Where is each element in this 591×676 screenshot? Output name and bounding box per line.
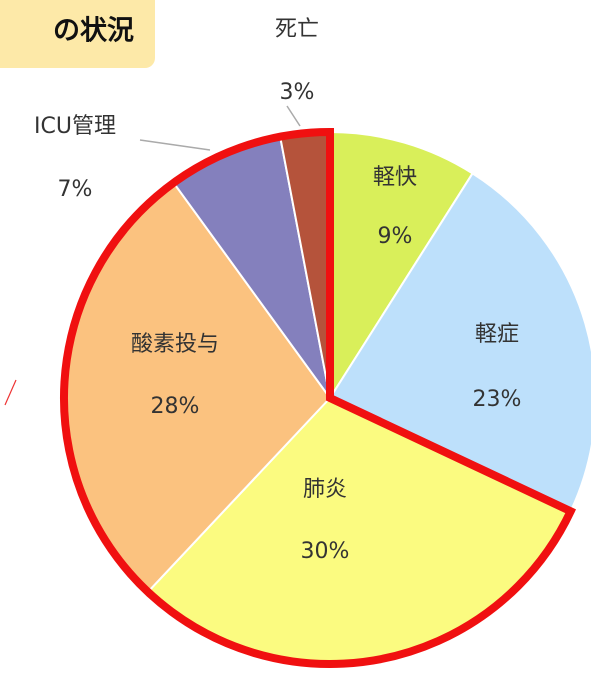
category-label: 軽快 (373, 165, 417, 190)
category-label: 肺炎 (303, 477, 347, 502)
slice (329, 130, 474, 402)
chart-title: の状況 (53, 16, 134, 47)
leader-line (286, 105, 301, 127)
value-label: 7% (58, 177, 93, 202)
pointer-line (4, 379, 17, 406)
value-label: 23% (473, 387, 522, 412)
category-label: 死亡 (275, 17, 319, 42)
value-label: 9% (378, 224, 413, 249)
category-label: 酸素投与 (131, 332, 219, 357)
value-label: 3% (280, 80, 315, 105)
leader-line (139, 139, 211, 151)
value-label: 30% (301, 539, 350, 564)
category-label: 軽症 (475, 322, 519, 347)
value-label: 28% (151, 394, 200, 419)
title-box (0, 0, 155, 68)
highlight-outline (60, 127, 577, 668)
category-label: ICU管理 (34, 114, 116, 139)
